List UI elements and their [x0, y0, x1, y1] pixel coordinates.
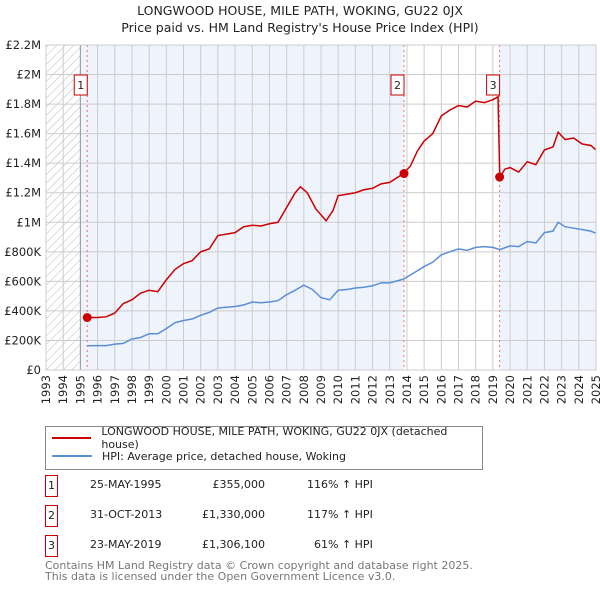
- x-tick-label: 2005: [245, 375, 259, 404]
- table-row: 1 25-MAY-1995 £355,000 116% ↑ HPI: [45, 475, 465, 497]
- sale-label: 1: [77, 79, 84, 92]
- sale-marker: 1: [45, 475, 58, 497]
- x-tick-label: 2001: [177, 375, 191, 404]
- chart-title: LONGWOOD HOUSE, MILE PATH, WOKING, GU22 …: [137, 3, 463, 18]
- y-tick-label: £0: [26, 363, 41, 377]
- y-tick-label: £2.2M: [5, 38, 41, 52]
- y-tick-label: £400K: [4, 304, 41, 318]
- x-tick-label: 2011: [348, 375, 362, 404]
- x-tick-label: 1997: [108, 375, 122, 404]
- sale-point: [495, 172, 505, 182]
- hpi-line: [87, 221, 597, 347]
- footer-line: Contains HM Land Registry data © Crown c…: [45, 559, 473, 572]
- y-tick-label: £1.6M: [5, 127, 41, 141]
- x-tick-label: 2023: [555, 375, 569, 404]
- sale-price: £1,330,000: [202, 508, 265, 521]
- x-tick-label: 2021: [520, 375, 534, 404]
- x-tick-label: 2010: [331, 375, 345, 404]
- x-tick-label: 2017: [452, 375, 466, 404]
- sale-label: 3: [490, 79, 497, 92]
- x-tick-label: 2003: [211, 375, 225, 404]
- plot-border: [45, 44, 597, 371]
- sale-point: [82, 313, 92, 323]
- y-tick-label: £1M: [16, 215, 41, 229]
- x-tick-label: 2012: [366, 375, 380, 404]
- x-tick-label: 2000: [159, 375, 173, 404]
- legend-label: HPI: Average price, detached house, Woki…: [102, 449, 346, 463]
- legend-swatch-blue: [52, 455, 92, 457]
- x-tick-label: 2022: [537, 375, 551, 404]
- x-tick-label: 1998: [125, 375, 139, 404]
- x-tick-label: 2009: [314, 375, 328, 404]
- sale-label: 2: [394, 79, 401, 92]
- sale-marker: 2: [45, 505, 58, 527]
- legend-swatch-red: [52, 437, 92, 439]
- x-tick-label: 1994: [56, 375, 70, 404]
- x-tick-label: 2024: [572, 375, 586, 404]
- x-tick-label: 2002: [194, 375, 208, 404]
- legend: LONGWOOD HOUSE, MILE PATH, WOKING, GU22 …: [45, 425, 483, 470]
- sale-date: 23-MAY-2019: [90, 538, 162, 551]
- table-row: 2 31-OCT-2013 £1,330,000 117% ↑ HPI: [45, 505, 465, 527]
- legend-item-hpi: HPI: Average price, detached house, Woki…: [52, 447, 346, 465]
- footer: Contains HM Land Registry data © Crown c…: [45, 560, 473, 582]
- legend-item-property: LONGWOOD HOUSE, MILE PATH, WOKING, GU22 …: [52, 425, 482, 451]
- property-price-line: [87, 95, 597, 319]
- legend-label: LONGWOOD HOUSE, MILE PATH, WOKING, GU22 …: [101, 425, 448, 451]
- x-tick-label: 2004: [228, 375, 242, 404]
- x-tick-label: 1993: [39, 375, 53, 404]
- y-tick-label: £800K: [4, 245, 41, 259]
- y-tick-label: £1.2M: [5, 186, 41, 200]
- x-tick-label: 1995: [73, 375, 87, 404]
- x-tick-label: 2018: [469, 375, 483, 404]
- sale-price: £355,000: [212, 478, 266, 491]
- ownership-shade-3: [499, 45, 596, 370]
- footer-line: This data is licensed under the Open Gov…: [45, 570, 396, 583]
- x-tick-label: 1999: [142, 375, 156, 404]
- y-tick-label: £1.4M: [5, 156, 41, 170]
- x-tick-label: 2008: [297, 375, 311, 404]
- sale-date: 25-MAY-1995: [90, 478, 162, 491]
- y-tick-label: £600K: [4, 274, 41, 288]
- y-tick-label: £1.8M: [5, 97, 41, 111]
- x-tick-label: 2015: [417, 375, 431, 404]
- sale-point: [399, 169, 409, 179]
- sale-label-box: [73, 74, 88, 96]
- price-chart: 1993 1994 1995 1996 1997 1998 1999 2000 2001 2002…: [4, 38, 600, 404]
- x-tick-label: 2007: [280, 375, 294, 404]
- x-tick-label: 2013: [383, 375, 397, 404]
- x-tick-label: 2006: [262, 375, 276, 404]
- sale-price: £1,306,100: [202, 538, 265, 551]
- ownership-shade-1: [80, 45, 405, 370]
- x-tick-label: 1996: [91, 375, 105, 404]
- x-tick-label: 2019: [486, 375, 500, 404]
- sale-label-box: [486, 74, 501, 96]
- sale-label-box: [390, 74, 405, 96]
- x-tick-label: 2020: [503, 375, 517, 404]
- y-tick-label: £2M: [16, 68, 41, 82]
- x-tick-label: 2016: [434, 375, 448, 404]
- y-tick-label: £200K: [4, 333, 41, 347]
- x-tick-label: 2014: [400, 375, 414, 404]
- sale-date: 31-OCT-2013: [90, 508, 163, 521]
- sale-hpi: 61% ↑ HPI: [314, 538, 373, 551]
- table-row: 3 23-MAY-2019 £1,306,100 61% ↑ HPI: [45, 535, 465, 557]
- chart-subtitle: Price paid vs. HM Land Registry's House …: [121, 20, 479, 35]
- sale-hpi: 117% ↑ HPI: [307, 508, 373, 521]
- sale-marker: 3: [45, 535, 58, 557]
- sale-hpi: 116% ↑ HPI: [307, 478, 373, 491]
- x-tick-label: 2025: [589, 375, 600, 404]
